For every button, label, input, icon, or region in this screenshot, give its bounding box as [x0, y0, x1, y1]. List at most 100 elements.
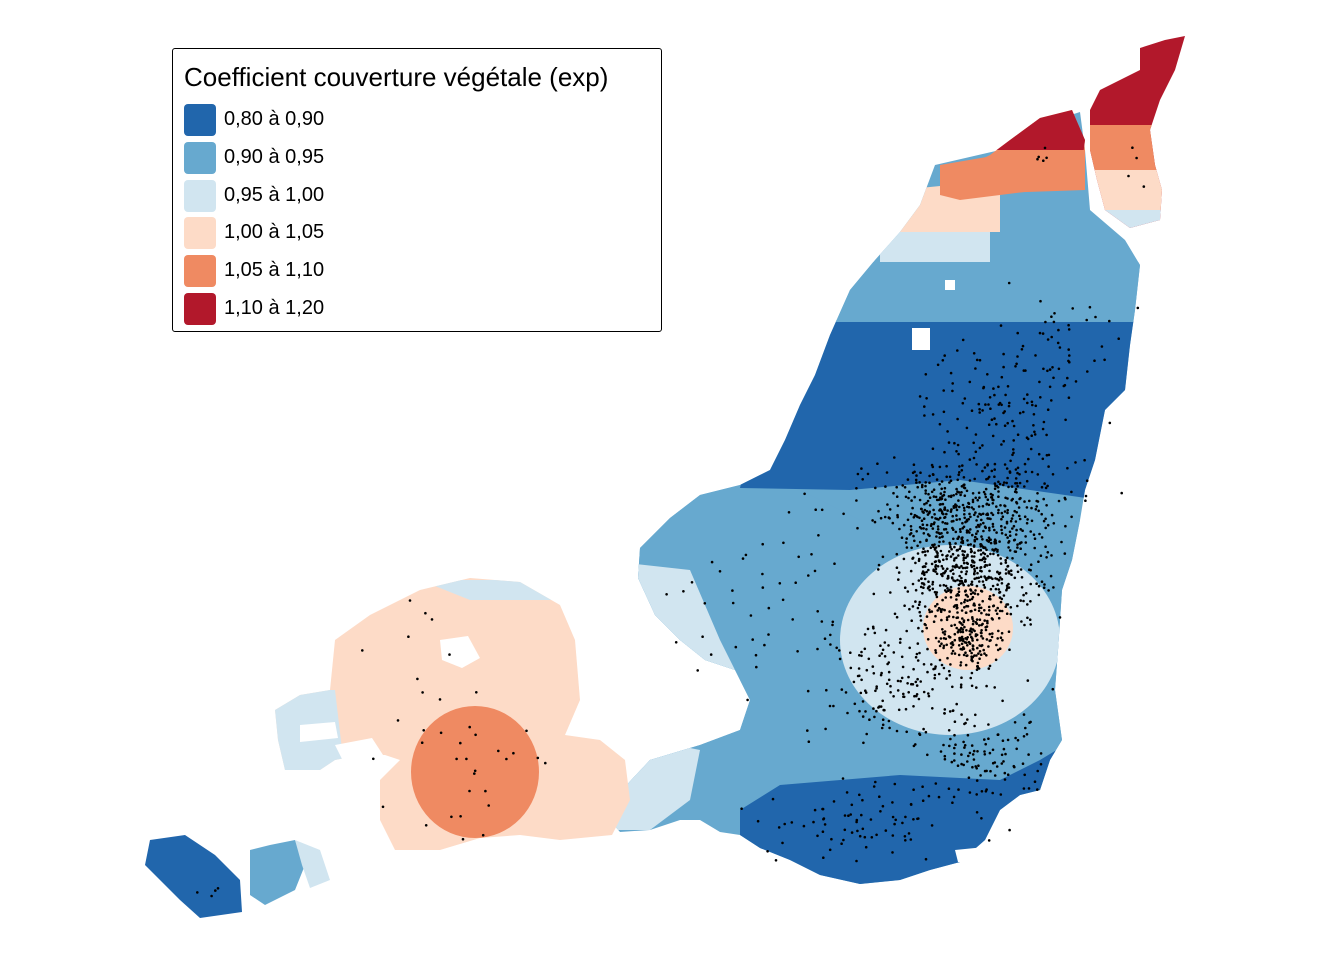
sample-point [970, 655, 973, 658]
sample-point [1002, 481, 1006, 484]
sample-point [991, 748, 995, 752]
sample-point [899, 637, 902, 641]
sample-point [953, 557, 956, 560]
sample-point [992, 498, 995, 502]
sample-point [957, 554, 960, 557]
sample-point [749, 614, 753, 617]
sample-point [978, 580, 981, 583]
sample-point [974, 621, 978, 624]
sample-point [740, 807, 743, 810]
sample-point [887, 719, 891, 723]
sample-point [703, 602, 707, 605]
sample-point [682, 590, 685, 593]
sample-point [970, 684, 974, 688]
sample-point [1010, 485, 1014, 488]
sample-point [448, 653, 451, 656]
sample-point [1008, 530, 1012, 534]
sample-point [860, 813, 863, 817]
sample-point [964, 637, 967, 640]
sample-point [1041, 332, 1045, 335]
sample-point [1046, 484, 1049, 488]
sample-point [995, 643, 998, 647]
sample-point [925, 397, 928, 400]
sample-point [923, 405, 926, 408]
sample-point [946, 587, 949, 590]
sample-point [972, 619, 975, 623]
sample-point [941, 553, 944, 557]
sample-point [860, 467, 863, 470]
sample-point [1094, 315, 1097, 319]
sample-point [953, 759, 956, 762]
sample-point [782, 541, 785, 545]
sample-point [956, 578, 959, 582]
sample-point [985, 548, 988, 552]
sample-point [860, 654, 863, 658]
sample-point [459, 815, 462, 818]
sample-point [968, 751, 972, 755]
sample-point [989, 769, 992, 773]
sample-point [926, 549, 929, 553]
sample-point [979, 553, 983, 556]
sample-point [977, 576, 980, 580]
sample-point [961, 503, 965, 507]
sample-point [965, 426, 969, 430]
sample-point [971, 765, 974, 769]
sample-point [966, 599, 969, 602]
sample-point [949, 569, 952, 573]
sample-point [873, 715, 876, 719]
sample-point [984, 403, 987, 406]
sample-point [1005, 588, 1008, 592]
sample-point [1036, 788, 1039, 791]
sample-point [934, 651, 938, 654]
sample-point [915, 530, 918, 533]
sample-point [361, 649, 364, 652]
sample-point [932, 667, 935, 671]
sample-point [934, 495, 938, 499]
sample-point [892, 491, 895, 495]
sample-point [1006, 738, 1010, 742]
sample-point [1021, 762, 1025, 765]
sample-point [952, 537, 955, 541]
sample-point [1022, 713, 1026, 716]
sample-point [1000, 403, 1003, 407]
sample-point [955, 450, 958, 453]
sample-point [975, 686, 978, 689]
sample-point [1039, 762, 1043, 766]
sample-point [1014, 477, 1018, 480]
sample-point [1070, 515, 1073, 519]
sample-point [855, 820, 858, 824]
sample-point [973, 551, 976, 554]
sample-point [991, 493, 994, 497]
sample-point [915, 514, 918, 518]
sample-point [987, 737, 990, 740]
sample-point [1046, 408, 1050, 412]
sample-point [1014, 520, 1018, 523]
sample-point [1045, 433, 1048, 437]
sample-point [941, 502, 945, 506]
sample-point [1013, 509, 1016, 513]
sample-point [1083, 458, 1086, 462]
sample-point [918, 498, 922, 502]
sample-point [952, 615, 955, 619]
sample-point [976, 665, 979, 668]
sample-point [942, 558, 945, 562]
sample-point [928, 610, 932, 614]
sample-point [897, 571, 901, 574]
sample-point [908, 646, 911, 650]
sample-point [941, 598, 944, 602]
sample-point [913, 495, 916, 499]
sample-point [718, 570, 722, 573]
sample-point [761, 572, 764, 576]
sample-point [1067, 348, 1070, 351]
sample-point [970, 597, 974, 601]
sample-point [914, 588, 918, 592]
sample-point [924, 481, 927, 484]
sample-point [987, 503, 991, 507]
sample-point [991, 502, 995, 505]
sample-point [965, 604, 968, 608]
sample-point [968, 633, 972, 636]
sample-point [954, 503, 957, 506]
sample-point [944, 527, 948, 531]
sample-point [956, 417, 959, 421]
sample-point [910, 546, 913, 550]
